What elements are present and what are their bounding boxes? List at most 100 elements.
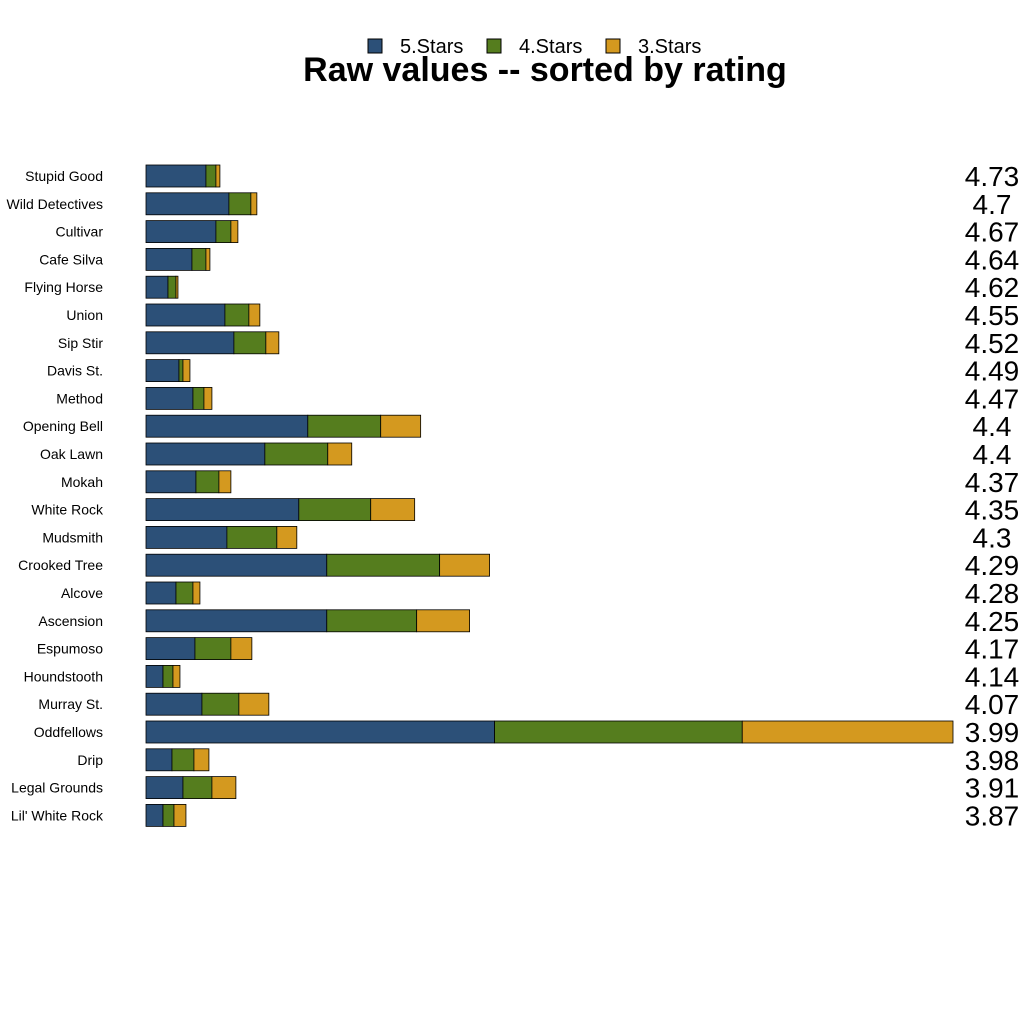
category-label: Murray St. [38, 696, 103, 712]
rating-label: 4.52 [965, 328, 1020, 359]
bar-20-series-1 [145, 692, 203, 716]
bar-10-series-2 [307, 414, 382, 438]
category-label: Lil' White Rock [11, 807, 104, 823]
bar-12-series-1 [145, 470, 197, 494]
bar-21-series-3 [741, 720, 954, 744]
category-label: White Rock [31, 502, 104, 518]
bar-7-series-1 [145, 331, 235, 355]
bar-20-series-2 [201, 692, 240, 716]
category-label: Alcove [61, 585, 103, 601]
category-label: Cafe Silva [39, 251, 103, 267]
bar-4-series-1 [145, 247, 193, 271]
bar-17-series-2 [326, 609, 418, 633]
rating-label: 3.87 [965, 800, 1020, 831]
rating-labels: 4.734.74.674.644.624.554.524.494.474.44.… [965, 161, 1020, 831]
legend: 5.Stars 4.Stars 3.Stars [367, 36, 701, 58]
category-label: Crooked Tree [18, 557, 103, 573]
bar-4-series-3 [205, 247, 211, 271]
bar-8-series-2 [178, 359, 184, 383]
bar-11-series-1 [145, 442, 266, 466]
bar-4-series-2 [191, 247, 207, 271]
bar-12-series-3 [218, 470, 232, 494]
rating-label: 4.67 [965, 217, 1020, 248]
category-label: Sip Stir [58, 335, 103, 351]
bar-11-series-3 [327, 442, 353, 466]
rating-label: 4.73 [965, 161, 1020, 192]
bar-2-series-3 [250, 192, 258, 216]
bar-23-series-1 [145, 776, 184, 799]
category-label: Opening Bell [23, 418, 103, 434]
rating-label: 4.49 [965, 356, 1020, 387]
chart-title: Raw values -- sorted by rating [303, 51, 787, 89]
bar-2-series-2 [228, 192, 252, 216]
bar-3-series-2 [215, 220, 232, 244]
category-label: Mudsmith [42, 529, 103, 545]
rating-label: 3.91 [965, 773, 1020, 804]
category-label: Espumoso [37, 641, 103, 657]
bar-5-series-1 [145, 275, 169, 299]
bar-21-series-1 [145, 720, 495, 744]
legend-swatch-2 [486, 38, 502, 54]
bar-13-series-3 [370, 498, 416, 522]
bar-17-series-3 [416, 609, 470, 633]
rating-label: 4.28 [965, 578, 1020, 609]
bar-24-series-1 [145, 804, 164, 827]
bar-13-series-2 [298, 498, 372, 522]
bar-5-series-3 [175, 275, 179, 299]
bar-3-series-1 [145, 220, 217, 244]
bar-22-series-2 [171, 748, 195, 772]
bar-18-series-1 [145, 637, 196, 660]
rating-label: 4.4 [973, 411, 1012, 442]
bar-6-series-2 [224, 303, 250, 327]
rating-label: 4.35 [965, 495, 1020, 526]
category-label: Ascension [38, 613, 103, 629]
bar-13-series-1 [145, 498, 300, 522]
bar-10-series-1 [145, 414, 309, 438]
bar-16-series-1 [145, 581, 177, 605]
bar-24-series-2 [162, 804, 175, 827]
bar-8-series-1 [145, 359, 180, 383]
bars [145, 164, 954, 827]
rating-label: 4.64 [965, 244, 1020, 275]
category-label: Union [66, 307, 103, 323]
bar-19-series-1 [145, 665, 164, 688]
category-label: Oddfellows [34, 724, 103, 740]
category-labels: Stupid Good Wild Detectives Cultivar Cafe S… [7, 168, 104, 823]
rating-label: 3.99 [965, 717, 1020, 748]
category-label: Legal Grounds [11, 780, 103, 796]
category-label: Flying Horse [24, 279, 103, 295]
bar-18-series-2 [194, 637, 232, 660]
rating-label: 4.7 [973, 189, 1012, 220]
bar-22-series-3 [193, 748, 210, 772]
bar-3-series-3 [230, 220, 239, 244]
rating-label: 4.62 [965, 272, 1020, 303]
bar-6-series-1 [145, 303, 226, 327]
rating-label: 4.29 [965, 550, 1020, 581]
category-label: Drip [77, 752, 103, 768]
bar-9-series-2 [192, 386, 205, 410]
rating-label: 3.98 [965, 745, 1020, 776]
legend-label-3: 3.Stars [638, 36, 701, 58]
bar-5-series-2 [167, 275, 177, 299]
category-label: Oak Lawn [40, 446, 103, 462]
bar-18-series-3 [230, 637, 253, 660]
bar-15-series-2 [326, 553, 441, 577]
rating-label: 4.47 [965, 383, 1020, 414]
category-label: Cultivar [56, 224, 104, 240]
bar-1-series-1 [145, 164, 207, 188]
bar-6-series-3 [248, 303, 261, 327]
bar-7-series-2 [233, 331, 267, 355]
bar-17-series-1 [145, 609, 328, 633]
bar-23-series-3 [211, 776, 237, 799]
rating-label: 4.25 [965, 606, 1020, 637]
bar-24-series-3 [173, 804, 187, 827]
rating-label: 4.37 [965, 467, 1020, 498]
bar-12-series-2 [195, 470, 220, 494]
rating-label: 4.17 [965, 634, 1020, 665]
bar-21-series-2 [494, 720, 743, 744]
bar-20-series-3 [238, 692, 270, 716]
bar-15-series-1 [145, 553, 328, 577]
category-label: Wild Detectives [7, 196, 103, 212]
legend-label-2: 4.Stars [519, 36, 582, 58]
